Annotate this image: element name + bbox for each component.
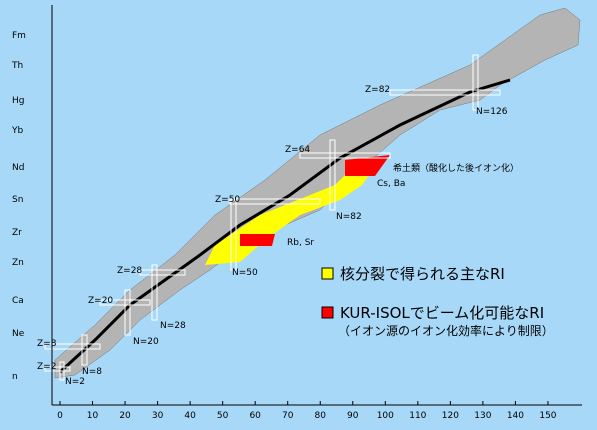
x-tick-label: 0 [57,411,63,421]
magic-label: N=28 [160,321,186,331]
x-tick-label: 20 [119,411,131,421]
stability-line [58,78,511,374]
annotation: 希土類（酸化した後イオン化） [393,162,519,174]
legend-text: 核分裂で得られる主なRI [340,265,505,283]
legend-text: KUR-ISOLでビーム化可能なRI [340,304,544,322]
magic-label: Z=50 [215,195,240,205]
magic-lines [44,54,501,381]
legend-swatch [321,306,334,319]
magic-label: Z=2 [37,362,56,372]
y-tick-label: Yb [11,126,23,136]
isol-region [240,234,275,246]
x-tick-label: 60 [249,411,261,421]
x-tick-label: 90 [347,411,359,421]
magic-label: Z=8 [37,339,57,349]
magic-label: Z=28 [117,266,142,276]
x-tick-label: 140 [507,411,524,421]
x-tick-label: 130 [474,411,491,421]
y-tick-label: Hg [12,96,24,106]
isol-region [345,155,390,176]
magic-label: N=82 [336,212,362,222]
y-tick-label: Ca [12,296,24,306]
magic-label: N=126 [476,107,508,117]
magic-label: Z=82 [365,85,390,95]
y-tick-label: Zr [12,228,22,238]
legend-swatch [321,267,334,280]
annotation: Cs, Ba [377,179,405,189]
x-tick-label: 150 [539,411,556,421]
magic-label: N=50 [232,268,258,278]
y-tick-label: Ne [12,329,25,339]
magic-label: N=2 [65,377,85,387]
legend-note: （イオン源のイオン化効率により制限） [338,323,554,338]
magic-label: N=20 [133,337,159,347]
x-tick-label: 110 [409,411,426,421]
x-tick-label: 50 [217,411,229,421]
y-tick-label: Th [11,61,23,71]
x-tick-label: 80 [315,411,327,421]
annotation: Rb, Sr [287,238,314,248]
y-tick-label: Nd [12,163,24,173]
magic-label: N=8 [82,367,102,377]
y-tick-label: Fm [12,31,26,41]
y-tick-label: Zn [12,258,24,268]
x-tick-label: 100 [377,411,394,421]
y-tick-label: Sn [12,195,23,205]
magic-label: Z=64 [285,145,310,155]
y-tick-label: n [12,372,18,382]
x-tick-label: 10 [87,411,99,421]
x-tick-label: 70 [282,411,294,421]
magic-label: Z=20 [88,296,113,306]
x-tick-label: 30 [152,411,164,421]
x-tick-label: 40 [184,411,196,421]
x-tick-label: 120 [442,411,459,421]
